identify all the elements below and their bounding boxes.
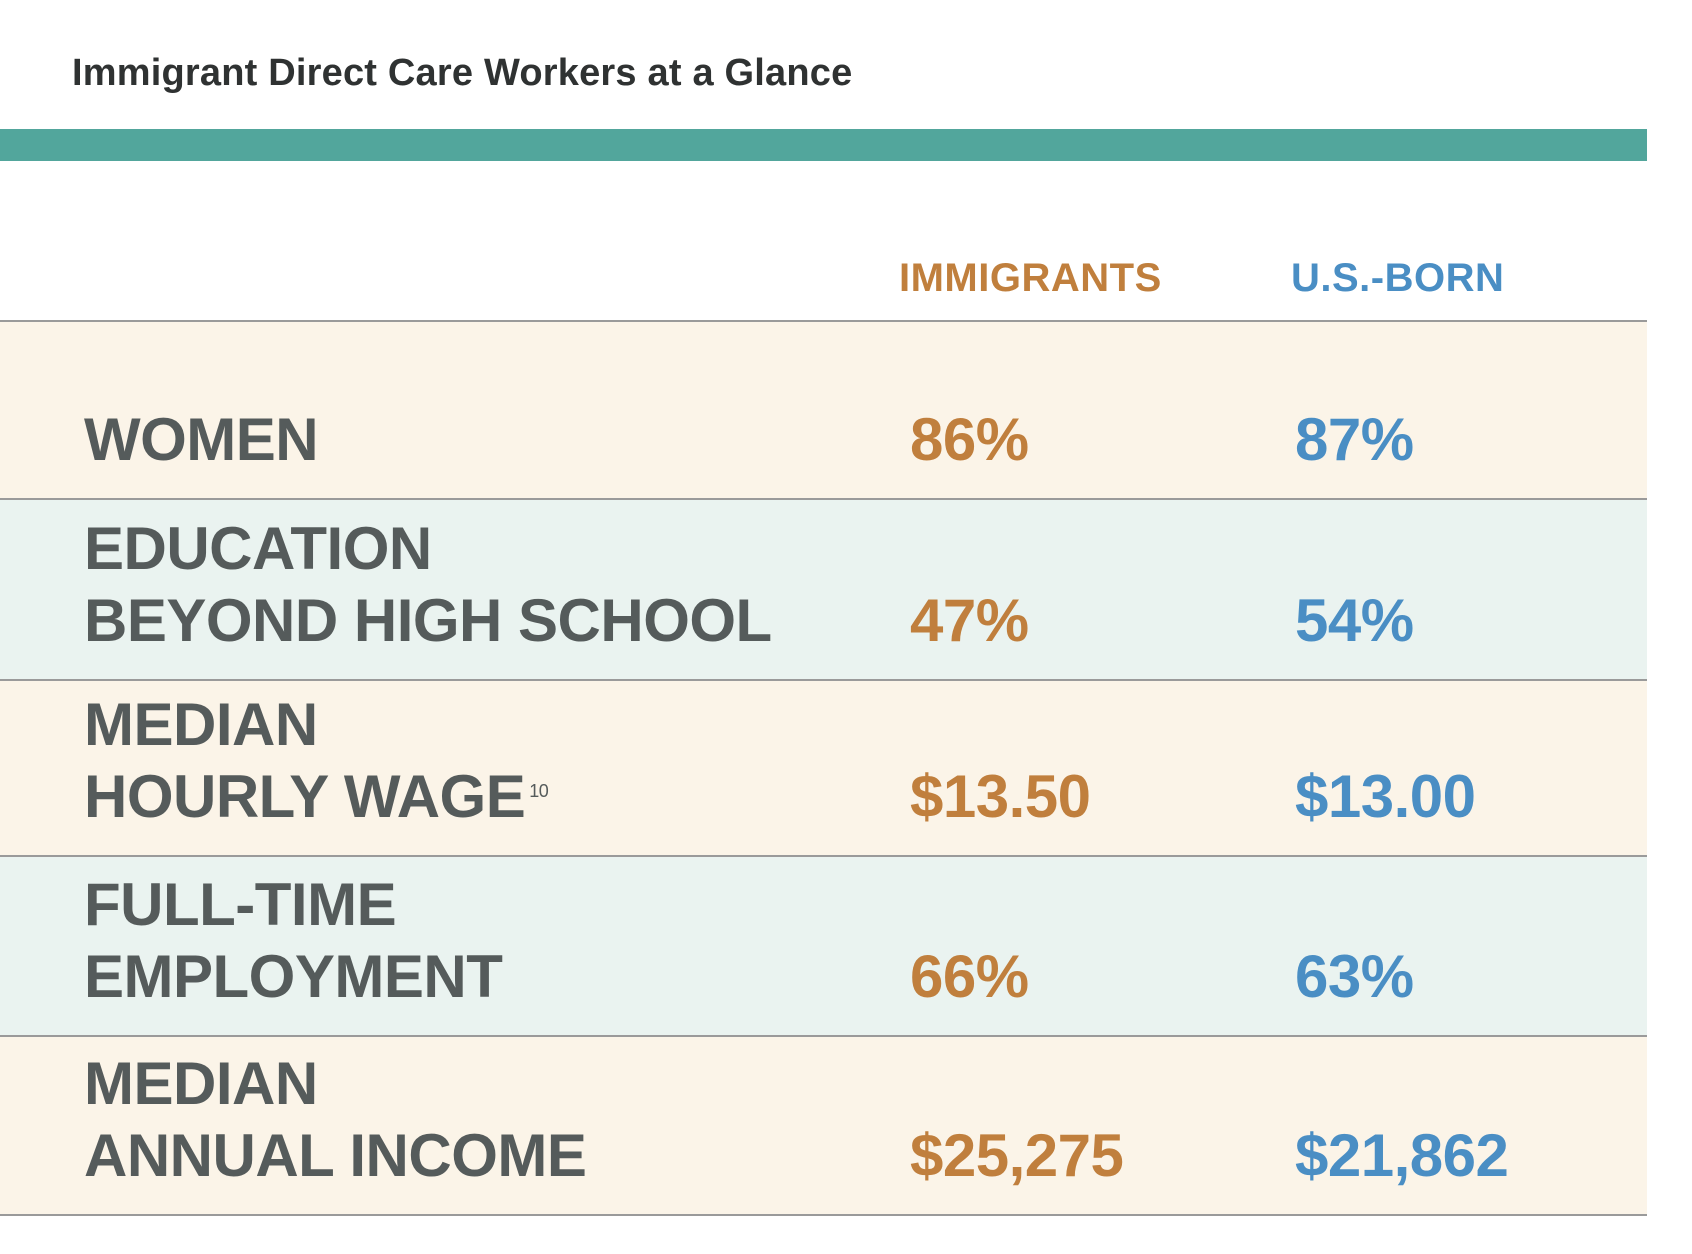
value-immigrants: 66% — [910, 943, 1029, 1010]
row-label: MEDIAN HOURLY WAGE 10 — [84, 689, 549, 833]
column-header-us-born: U.S.-BORN — [1291, 256, 1505, 300]
row-label-line: HOURLY WAGE 10 — [84, 763, 549, 830]
value-immigrants: 86% — [910, 406, 1029, 473]
row-label: EDUCATION BEYOND HIGH SCHOOL — [84, 513, 772, 657]
value-us-born: $13.00 — [1295, 763, 1476, 830]
value-immigrants: $13.50 — [910, 763, 1091, 830]
value-us-born: $21,862 — [1295, 1122, 1509, 1189]
table-row: WOMEN 86% 87% — [0, 322, 1647, 500]
footnote-marker: 10 — [529, 781, 549, 801]
row-label-line: MEDIAN — [84, 691, 318, 758]
table-row: MEDIAN HOURLY WAGE 10 $13.50 $13.00 — [0, 681, 1647, 857]
row-label-line: EDUCATION — [84, 515, 432, 582]
row-label-line: FULL-TIME — [84, 871, 397, 938]
value-us-born: 63% — [1295, 943, 1414, 1010]
table-row: MEDIAN ANNUAL INCOME $25,275 $21,862 — [0, 1037, 1647, 1216]
table-row: EDUCATION BEYOND HIGH SCHOOL 47% 54% — [0, 500, 1647, 681]
row-label: FULL-TIME EMPLOYMENT — [84, 869, 503, 1013]
row-label: WOMEN — [84, 404, 319, 476]
row-label-line: EMPLOYMENT — [84, 943, 503, 1010]
accent-bar — [0, 129, 1647, 161]
value-us-born: 87% — [1295, 406, 1414, 473]
value-us-born: 54% — [1295, 587, 1414, 654]
column-header-immigrants: IMMIGRANTS — [899, 256, 1162, 300]
row-label-line: WOMEN — [84, 406, 319, 473]
chart-title: Immigrant Direct Care Workers at a Glanc… — [72, 52, 853, 94]
row-label-line: ANNUAL INCOME — [84, 1122, 587, 1189]
value-immigrants: 47% — [910, 587, 1029, 654]
row-label-line: MEDIAN — [84, 1050, 318, 1117]
value-immigrants: $25,275 — [910, 1122, 1124, 1189]
comparison-table: WOMEN 86% 87% EDUCATION BEYOND HIGH SCHOOL 47… — [0, 320, 1647, 1216]
table-row: FULL-TIME EMPLOYMENT 66% 63% — [0, 857, 1647, 1037]
row-label: MEDIAN ANNUAL INCOME — [84, 1048, 587, 1192]
row-label-line: BEYOND HIGH SCHOOL — [84, 587, 772, 654]
